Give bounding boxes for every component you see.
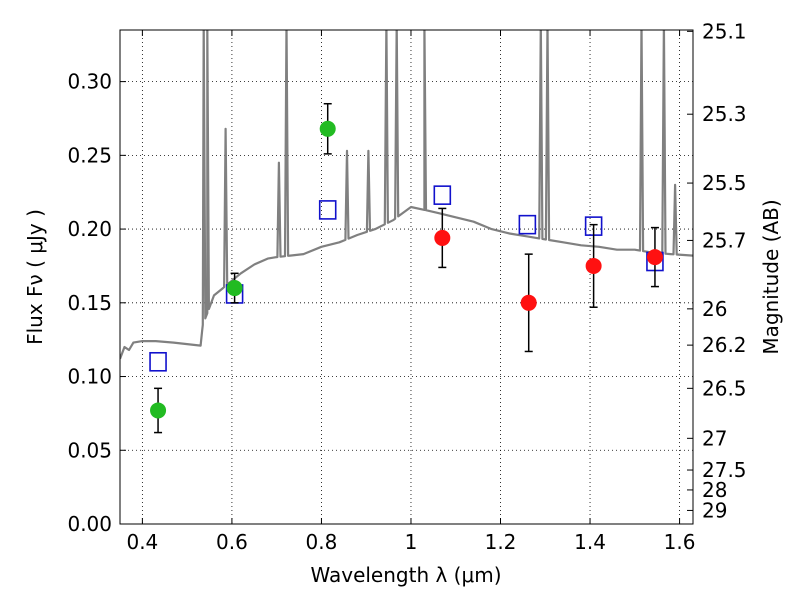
observed-point (520, 294, 537, 311)
x-tick-label: 0.4 (126, 530, 158, 554)
right-tick-label: 25.3 (702, 102, 747, 126)
y-tick-label: 0.20 (67, 217, 112, 241)
observed-point (226, 280, 243, 297)
right-axis-label: Magnitude (AB) (759, 199, 783, 354)
observed-point (585, 257, 602, 274)
observed-point (434, 229, 451, 246)
model-photometry-square (149, 351, 167, 372)
y-tick-label: 0.25 (67, 143, 112, 167)
y-tick-label: 0.15 (67, 291, 112, 315)
x-tick-label: 1.6 (664, 530, 696, 554)
right-tick-label: 26.2 (702, 333, 747, 357)
y-axis-label: Flux Fν ( μJy ) (23, 209, 47, 345)
data-marks (149, 102, 664, 434)
right-tick-label: 25.5 (702, 171, 747, 195)
y-tick-label: 0.10 (67, 365, 112, 389)
model-photometry-square (318, 200, 337, 220)
right-tick-label: 27.5 (702, 458, 747, 482)
x-tick-label: 0.8 (306, 530, 338, 554)
model-photometry-square (518, 214, 537, 235)
observed-point (319, 120, 336, 137)
right-tick-label: 26 (702, 297, 727, 321)
observed-point (646, 249, 663, 266)
right-tick-label: 25.1 (702, 19, 747, 43)
x-tick-label: 0.6 (216, 530, 248, 554)
x-axis-label: Wavelength λ (μm) (310, 563, 501, 587)
ticks: 0.4 0.6 0.8 1 1.2 1.4 1.6 0.00 0.05 0.10 0.15 0.20 0… (67, 19, 746, 554)
model-photometry-square (433, 185, 452, 205)
plot-frame (119, 29, 694, 525)
x-tick-label: 1.4 (574, 530, 606, 554)
y-tick-label: 0.00 (67, 512, 112, 536)
observed-point (150, 402, 167, 419)
x-tick-label: 1.2 (485, 530, 517, 554)
right-tick-label: 26.5 (702, 376, 747, 400)
y-tick-label: 0.05 (67, 438, 112, 462)
x-tick-label: 1 (405, 530, 418, 554)
y-tick-label: 0.30 (67, 70, 112, 94)
right-tick-label: 27 (702, 426, 727, 450)
right-tick-label: 25.7 (702, 228, 747, 252)
right-tick-label: 28 (702, 478, 727, 502)
right-tick-label: 29 (702, 498, 727, 522)
